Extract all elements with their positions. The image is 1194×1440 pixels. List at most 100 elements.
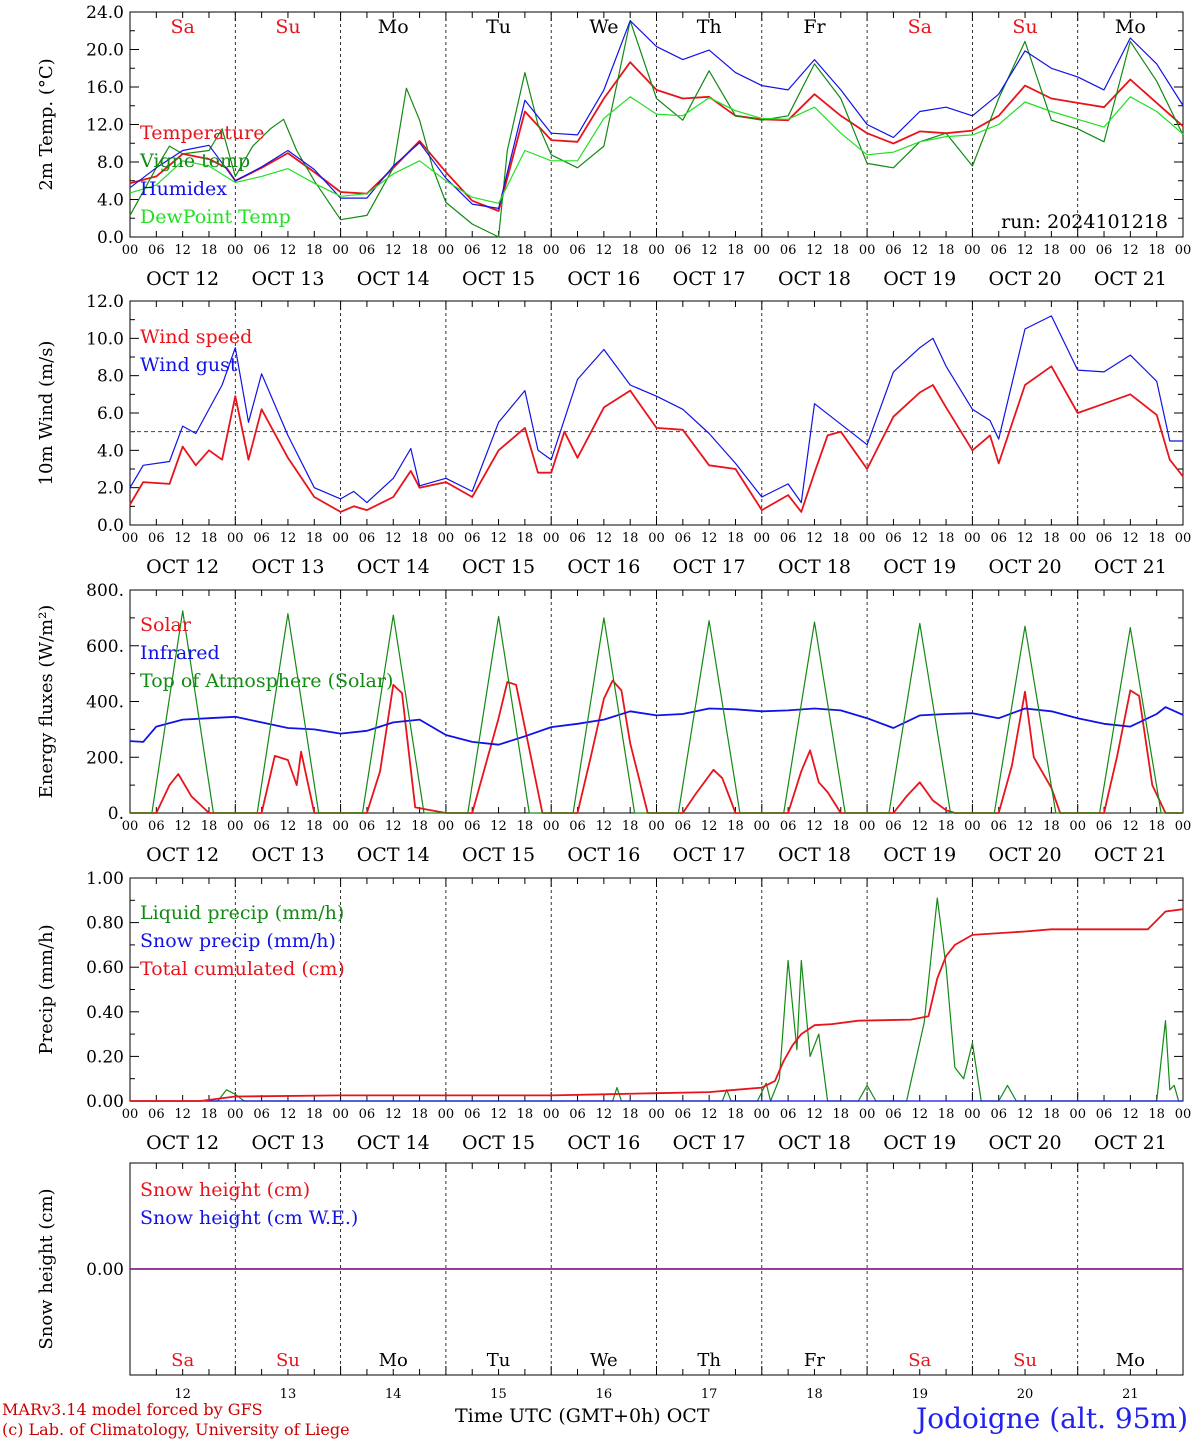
x-hour-tick-label: 12 <box>806 1107 823 1122</box>
y-tick-label: 1.00 <box>86 869 124 889</box>
x-day-label: OCT 17 <box>673 268 746 290</box>
x-hour-tick-label: 18 <box>306 243 323 258</box>
x-hour-tick-label: 00 <box>438 531 455 546</box>
x-hour-tick-label: 00 <box>543 531 560 546</box>
legend-entry: Wind speed <box>140 326 252 348</box>
x-hour-tick-label: 00 <box>438 819 455 834</box>
x-hour-tick-label: 18 <box>622 819 639 834</box>
weekday-label: Sa <box>170 16 194 38</box>
x-hour-tick-label: 18 <box>938 819 955 834</box>
y-tick-label: 0.20 <box>86 1047 124 1067</box>
x-hour-tick-label: 00 <box>964 1107 981 1122</box>
y-tick-label: 0.00 <box>86 1260 124 1280</box>
x-hour-tick-label: 12 <box>1017 1107 1034 1122</box>
x-hour-tick-label: 18 <box>201 531 218 546</box>
x-day-label: OCT 19 <box>883 1132 956 1154</box>
weekday-label-bottom: Su <box>276 1350 300 1371</box>
x-hour-tick-label: 18 <box>517 1107 534 1122</box>
x-hour-tick-label: 00 <box>543 1107 560 1122</box>
x-hour-tick-label: 06 <box>780 531 797 546</box>
weekday-label: Sa <box>908 16 932 38</box>
x-hour-tick-label: 06 <box>885 243 902 258</box>
footer-lab-credit: (c) Lab. of Climatology, University of L… <box>2 1420 350 1439</box>
x-hour-tick-label: 00 <box>859 819 876 834</box>
x-day-number: 14 <box>385 1387 402 1402</box>
y-tick-label: 0.40 <box>86 1003 124 1023</box>
legend-entry: Liquid precip (mm/h) <box>140 902 344 924</box>
x-hour-tick-label: 12 <box>596 531 613 546</box>
series-line-wind-gust <box>129 315 1183 504</box>
x-day-label: OCT 12 <box>146 844 219 866</box>
x-hour-tick-label: 18 <box>411 531 428 546</box>
x-hour-tick-label: 00 <box>648 531 665 546</box>
x-day-label: OCT 13 <box>251 556 324 578</box>
legend-entry: Humidex <box>140 178 227 200</box>
x-hour-tick-label: 12 <box>490 819 507 834</box>
weekday-label-bottom: Su <box>1013 1350 1037 1371</box>
x-hour-tick-label: 18 <box>201 243 218 258</box>
x-hour-tick-label: 12 <box>911 819 928 834</box>
y-tick-label: 16.0 <box>86 78 124 98</box>
series-line-temperature <box>129 61 1184 212</box>
y-tick-label: 400. <box>86 693 124 713</box>
x-hour-tick-label: 06 <box>780 1107 797 1122</box>
x-hour-tick-label: 12 <box>806 531 823 546</box>
legend-entry: Snow precip (mm/h) <box>140 930 336 952</box>
x-day-label: OCT 19 <box>883 556 956 578</box>
x-hour-tick-label: 06 <box>148 819 165 834</box>
x-day-label: OCT 19 <box>883 844 956 866</box>
y-tick-label: 10.0 <box>86 329 124 349</box>
y-tick-label: 6.0 <box>97 404 124 424</box>
x-hour-tick-label: 18 <box>622 531 639 546</box>
x-hour-tick-label: 18 <box>727 243 744 258</box>
x-hour-tick-label: 18 <box>411 243 428 258</box>
legend-entry: Solar <box>140 614 192 636</box>
series-line-solar <box>130 679 1183 814</box>
x-day-label: OCT 14 <box>357 844 430 866</box>
x-hour-tick-label: 18 <box>306 819 323 834</box>
x-hour-tick-label: 06 <box>1096 531 1113 546</box>
x-hour-tick-label: 00 <box>122 1107 139 1122</box>
y-tick-label: 0.0 <box>97 516 124 536</box>
y-tick-label: 0.00 <box>86 1092 124 1112</box>
x-hour-tick-label: 06 <box>990 819 1007 834</box>
x-hour-tick-label: 00 <box>543 243 560 258</box>
series-line-humidex <box>129 20 1184 209</box>
y-tick-label: 4.0 <box>97 191 124 211</box>
series-line-total-cumulated-cm- <box>130 908 1184 1102</box>
x-day-number: 13 <box>280 1387 297 1402</box>
x-day-number: 20 <box>1017 1387 1034 1402</box>
weekday-label-bottom: Mo <box>379 1350 408 1371</box>
x-hour-tick-label: 06 <box>464 531 481 546</box>
x-hour-tick-label: 18 <box>622 1107 639 1122</box>
x-hour-tick-label: 12 <box>806 243 823 258</box>
x-hour-tick-label: 00 <box>964 243 981 258</box>
x-hour-tick-label: 18 <box>1148 243 1165 258</box>
x-hour-tick-label: 12 <box>911 1107 928 1122</box>
x-hour-tick-label: 06 <box>780 819 797 834</box>
y-tick-label: 8.0 <box>97 153 124 173</box>
x-hour-tick-label: 06 <box>675 531 692 546</box>
x-hour-tick-label: 00 <box>1069 1107 1086 1122</box>
x-hour-tick-label: 06 <box>1096 243 1113 258</box>
x-hour-tick-label: 18 <box>306 1107 323 1122</box>
x-hour-tick-label: 06 <box>990 243 1007 258</box>
y-tick-label: 12.0 <box>86 292 124 312</box>
x-hour-tick-label: 00 <box>438 243 455 258</box>
x-hour-tick-label: 06 <box>990 531 1007 546</box>
weekday-label-bottom: Sa <box>908 1350 931 1371</box>
x-hour-tick-label: 00 <box>227 1107 244 1122</box>
x-hour-tick-label: 12 <box>385 531 402 546</box>
x-hour-tick-label: 12 <box>280 1107 297 1122</box>
x-hour-tick-label: 18 <box>517 531 534 546</box>
legend-entry: DewPoint Temp <box>140 206 291 228</box>
x-hour-tick-label: 12 <box>1122 531 1139 546</box>
x-day-label: OCT 20 <box>989 844 1062 866</box>
x-day-label: OCT 13 <box>251 844 324 866</box>
x-hour-tick-label: 12 <box>596 1107 613 1122</box>
x-hour-tick-label: 06 <box>885 1107 902 1122</box>
x-hour-tick-label: 06 <box>990 1107 1007 1122</box>
x-hour-tick-label: 06 <box>359 531 376 546</box>
x-hour-tick-label: 00 <box>648 243 665 258</box>
